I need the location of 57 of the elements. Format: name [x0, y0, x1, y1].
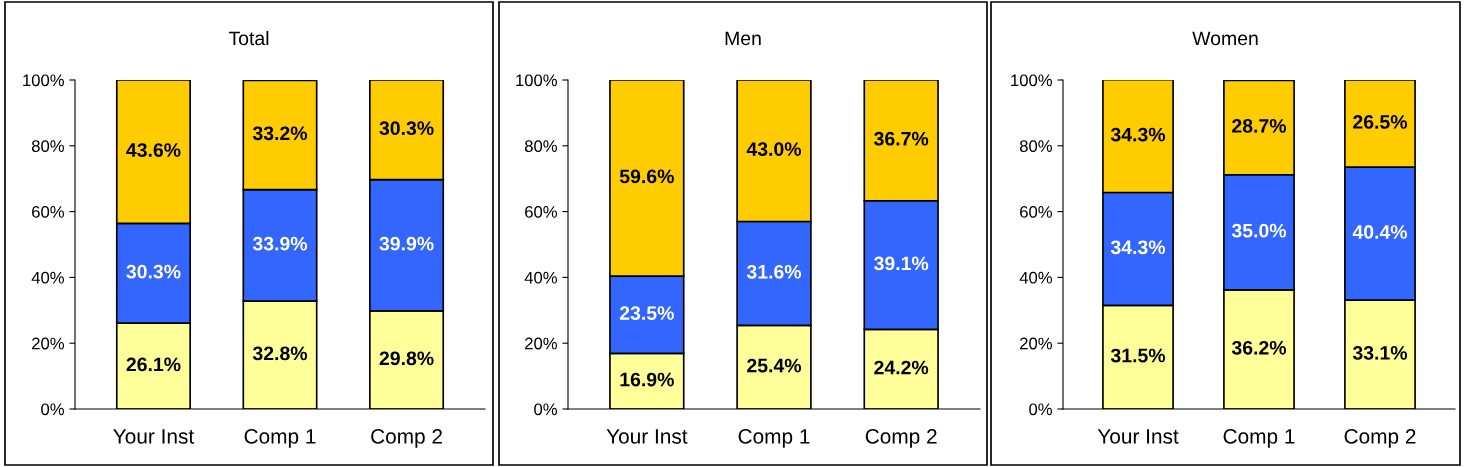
y-tick-label: 0%: [1029, 403, 1052, 416]
x-tick-label: Comp 2: [371, 428, 442, 448]
y-tick-label: 40%: [31, 271, 64, 284]
data-label: 25.4%: [747, 358, 802, 373]
data-label: 32.8%: [252, 346, 308, 361]
data-label: 31.5%: [1110, 348, 1166, 363]
y-tick-label: 60%: [525, 206, 557, 218]
y-tick-label: 100%: [1011, 74, 1052, 87]
x-tick-label: Comp 2: [1344, 428, 1416, 448]
data-label: 34.3%: [1110, 127, 1166, 142]
data-label: 26.5%: [1353, 115, 1408, 129]
y-tick-label: 60%: [1020, 206, 1052, 218]
data-label: 33.2%: [252, 126, 308, 141]
y-tick-label: 100%: [516, 74, 557, 87]
y-tick-label: 20%: [32, 337, 64, 350]
data-label: 39.9%: [379, 236, 434, 251]
data-label: 40.4%: [1352, 225, 1408, 239]
data-label: 30.3%: [379, 121, 434, 136]
data-label: 31.6%: [746, 264, 802, 279]
x-tick-label: Your Inst: [1097, 429, 1179, 444]
data-label: 16.9%: [620, 372, 674, 387]
x-tick-label: Comp 2: [865, 428, 937, 448]
data-label: 43.6%: [126, 143, 181, 157]
y-tick-label: 40%: [1019, 271, 1052, 284]
data-label: 59.6%: [619, 169, 674, 184]
y-tick-label: 80%: [31, 140, 64, 152]
data-label: 36.7%: [874, 131, 929, 146]
data-label: 23.5%: [619, 306, 674, 320]
data-label: 39.1%: [874, 256, 929, 271]
data-label: 35.0%: [1231, 223, 1287, 238]
y-tick-label: 0%: [534, 403, 557, 416]
y-tick-label: 20%: [525, 337, 557, 350]
chart-title: Women: [1192, 31, 1258, 46]
data-label: 34.3%: [1110, 240, 1166, 255]
data-label: 36.2%: [1231, 340, 1287, 355]
y-tick-label: 20%: [1020, 337, 1052, 350]
y-tick-label: 0%: [41, 403, 64, 416]
y-tick-label: 100%: [23, 74, 64, 87]
y-tick-label: 60%: [32, 206, 64, 218]
y-tick-label: 40%: [524, 271, 557, 284]
data-label: 33.1%: [1352, 346, 1408, 360]
y-tick-label: 80%: [1019, 140, 1052, 152]
x-tick-label: Comp 1: [738, 428, 810, 448]
data-label: 24.2%: [874, 360, 929, 375]
x-tick-label: Comp 1: [244, 428, 316, 448]
x-tick-label: Your Inst: [113, 429, 195, 444]
y-tick-label: 80%: [524, 140, 557, 152]
x-tick-label: Your Inst: [606, 429, 688, 444]
data-label: 43.0%: [746, 142, 802, 156]
data-label: 30.3%: [126, 264, 181, 279]
chart-title: Men: [725, 31, 761, 46]
x-tick-label: Comp 1: [1223, 428, 1295, 448]
data-label: 33.9%: [252, 236, 308, 251]
chart-title: Total: [228, 30, 269, 46]
data-label: 29.8%: [379, 351, 434, 366]
data-label: 26.1%: [126, 357, 181, 372]
data-label: 28.7%: [1232, 118, 1287, 133]
